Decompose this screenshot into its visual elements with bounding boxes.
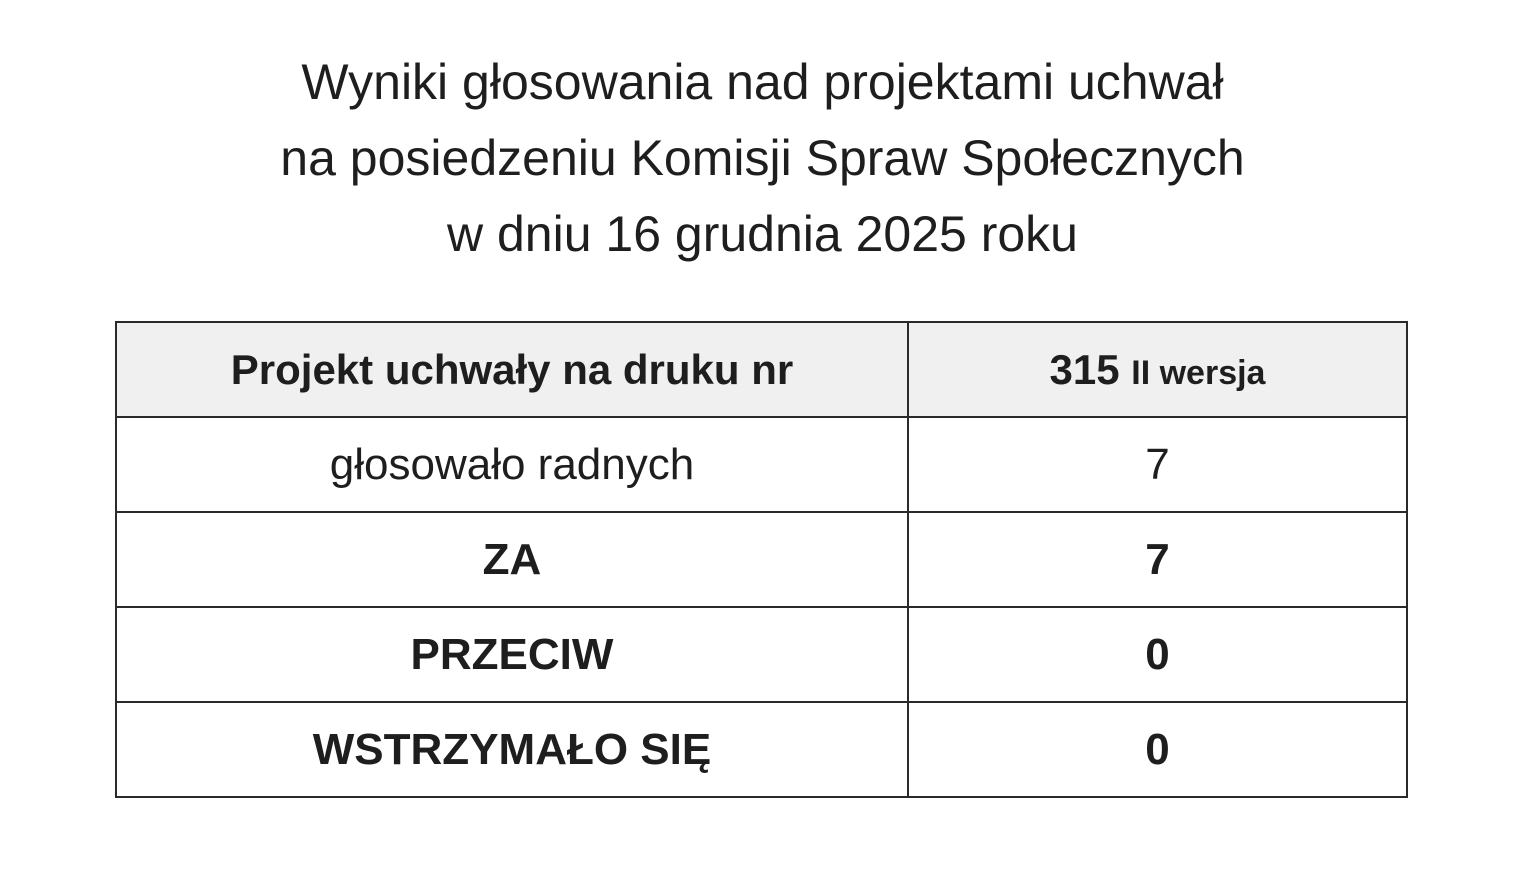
voting-results-table: Projekt uchwały na druku nr 315 II wersj… bbox=[115, 321, 1408, 798]
table-row: PRZECIW 0 bbox=[115, 606, 1408, 703]
title-line: w dniu 16 grudnia 2025 roku bbox=[446, 206, 1078, 262]
draft-number: 315 bbox=[1049, 345, 1120, 393]
row-value: 0 bbox=[907, 701, 1408, 798]
title-line: Wyniki głosowania nad projektami uchwał bbox=[301, 54, 1224, 110]
row-label: WSTRZYMAŁO SIĘ bbox=[115, 701, 909, 798]
header-label: Projekt uchwały na druku nr bbox=[115, 321, 909, 418]
row-value: 7 bbox=[907, 511, 1408, 608]
draft-version: II wersja bbox=[1131, 353, 1266, 392]
header-draft-number: 315 II wersja bbox=[907, 321, 1408, 418]
row-value: 7 bbox=[907, 416, 1408, 513]
table-row: ZA 7 bbox=[115, 511, 1408, 608]
title-line: na posiedzeniu Komisji Spraw Społecznych bbox=[280, 130, 1245, 186]
row-label: głosowało radnych bbox=[115, 416, 909, 513]
table-row: WSTRZYMAŁO SIĘ 0 bbox=[115, 701, 1408, 798]
row-value: 0 bbox=[907, 606, 1408, 703]
row-label: PRZECIW bbox=[115, 606, 909, 703]
table-row: głosowało radnych 7 bbox=[115, 416, 1408, 513]
row-label: ZA bbox=[115, 511, 909, 608]
document-title: Wyniki głosowania nad projektami uchwał … bbox=[0, 44, 1525, 272]
table-header-row: Projekt uchwały na druku nr 315 II wersj… bbox=[115, 321, 1408, 418]
